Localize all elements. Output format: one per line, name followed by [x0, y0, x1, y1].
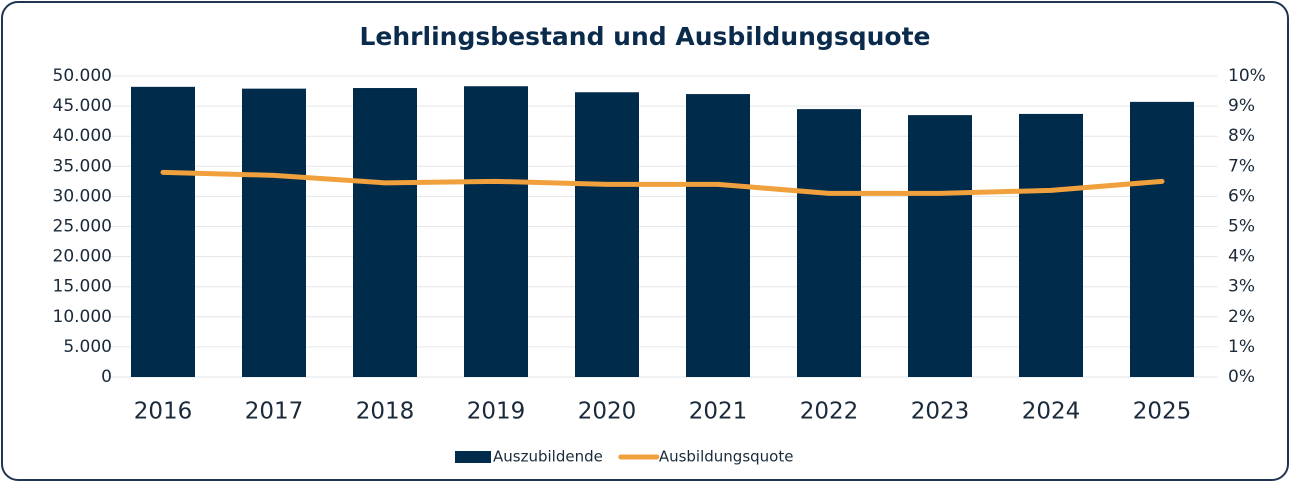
y2-tick-label: 9%: [1228, 96, 1255, 116]
y-tick-label: 45.000: [53, 96, 112, 116]
y2-tick-label: 5%: [1228, 217, 1255, 237]
bar: [908, 115, 972, 377]
x-tick-label: 2020: [578, 399, 637, 425]
x-tick-label: 2017: [245, 399, 304, 425]
y2-tick-label: 0%: [1228, 367, 1255, 387]
bar: [686, 94, 750, 377]
legend-swatch: [455, 451, 491, 463]
bar: [242, 88, 306, 377]
bar: [464, 86, 528, 377]
y2-tick-label: 1%: [1228, 337, 1255, 357]
y2-tick-label: 10%: [1228, 66, 1266, 86]
y-tick-label: 50.000: [53, 66, 112, 86]
y-tick-label: 10.000: [53, 307, 112, 327]
x-tick-label: 2024: [1022, 399, 1081, 425]
y2-tick-label: 7%: [1228, 156, 1255, 176]
y2-tick-label: 4%: [1228, 247, 1255, 267]
y-tick-label: 30.000: [53, 186, 112, 206]
bar: [353, 88, 417, 377]
y2-tick-label: 2%: [1228, 307, 1255, 327]
y-tick-label: 20.000: [53, 247, 112, 267]
x-tick-label: 2016: [134, 399, 193, 425]
x-tick-label: 2025: [1133, 399, 1192, 425]
x-tick-label: 2019: [467, 399, 526, 425]
y-tick-label: 35.000: [53, 156, 112, 176]
x-tick-label: 2022: [800, 399, 859, 425]
bar: [131, 86, 195, 377]
y2-tick-label: 8%: [1228, 126, 1255, 146]
y2-tick-label: 3%: [1228, 277, 1255, 297]
chart-title: Lehrlingsbestand und Ausbildungsquote: [360, 22, 931, 51]
bar: [797, 109, 861, 378]
legend-label: Auszubildende: [493, 448, 603, 466]
y-tick-label: 15.000: [53, 277, 112, 297]
bar: [575, 92, 639, 377]
bar: [1019, 113, 1083, 378]
x-tick-label: 2023: [911, 399, 970, 425]
legend-label: Ausbildungsquote: [659, 448, 794, 466]
y-tick-label: 0: [101, 367, 112, 387]
y-tick-label: 40.000: [53, 126, 112, 146]
line: [160, 169, 1165, 196]
y2-tick-label: 6%: [1228, 186, 1255, 206]
y-tick-label: 5.000: [63, 337, 112, 357]
x-tick-label: 2018: [356, 399, 415, 425]
bar: [1130, 101, 1194, 378]
x-tick-label: 2021: [689, 399, 748, 425]
y-tick-label: 25.000: [53, 217, 112, 237]
